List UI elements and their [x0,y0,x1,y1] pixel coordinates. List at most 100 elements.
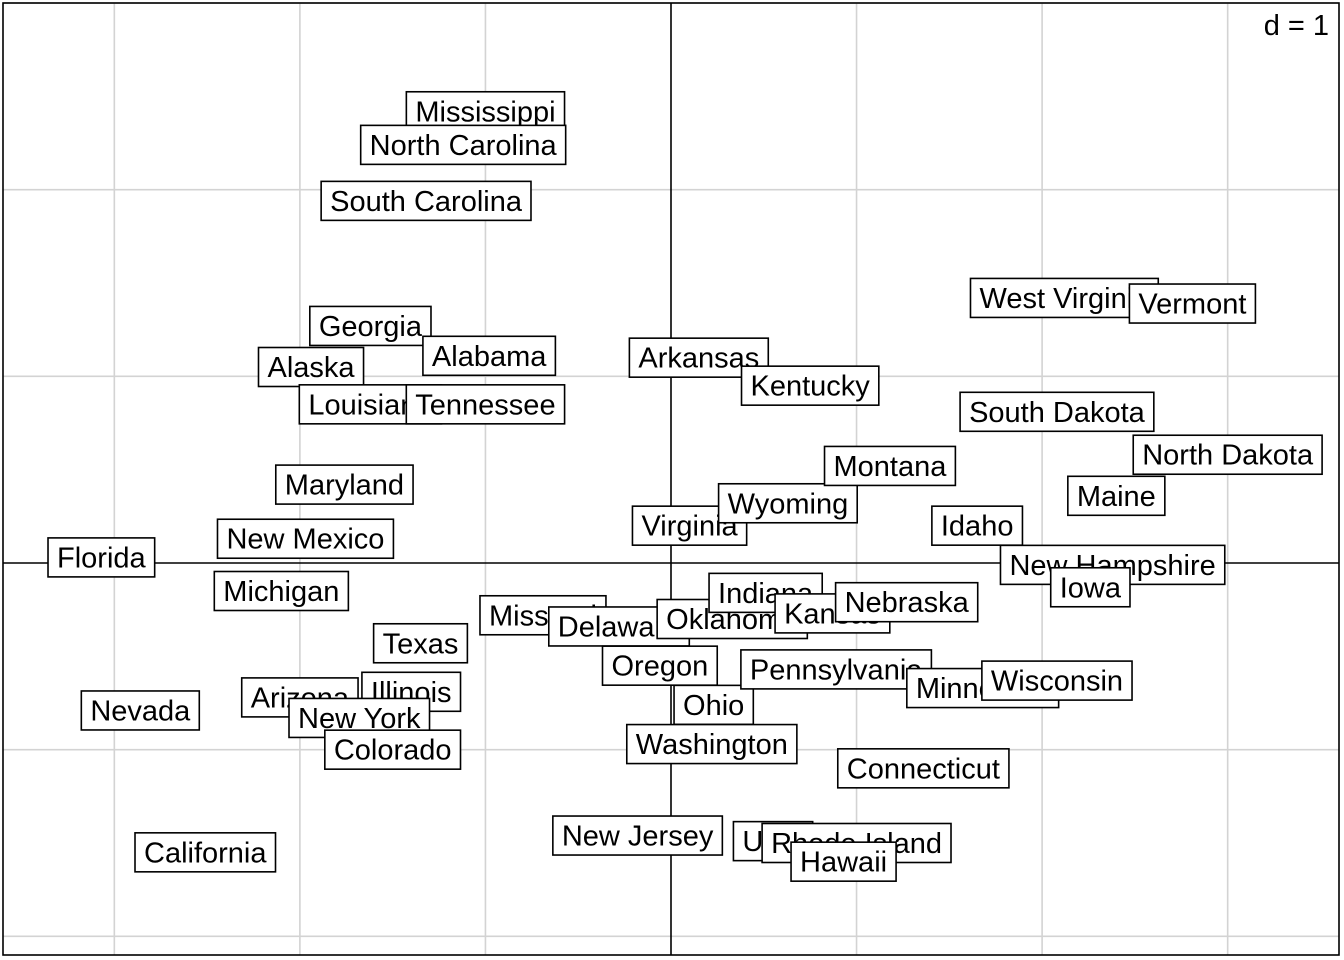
point-label-text: Michigan [223,576,339,608]
point-label-box [257,346,365,388]
point-label: Pennsylvania [740,649,933,690]
point-label-text: Pennsylvania [750,654,923,686]
point-label-box [216,518,395,560]
point-label: North Dakota [1132,434,1323,476]
point-label-box [405,90,566,132]
point-label-text: Wisconsin [991,666,1123,698]
point-label: California [134,832,277,873]
point-label-box [324,729,462,770]
point-label: Alabama [422,335,557,377]
point-label-box [836,748,1010,789]
point-label-box [320,180,532,222]
point-label-text: Wyoming [728,488,849,520]
point-label: Maine [1067,475,1166,517]
point-label: Alaska [257,346,365,388]
grid-scale-label: d = 1 [1264,10,1329,42]
point-label-box [625,723,798,765]
point-label: Michigan [213,570,350,612]
point-label-text: Hawaii [800,847,887,879]
point-label-text: New Jersey [562,821,714,853]
point-label: Colorado [324,729,462,770]
point-label-box [740,649,933,690]
point-label-box [1049,566,1131,608]
point-label: North Carolina [359,124,567,166]
point-label: Arkansas [628,337,770,378]
point-label-box [823,445,957,487]
point-label-text: Montana [834,451,948,483]
point-label: Idaho [931,505,1024,546]
point-label-text: Idaho [941,511,1014,543]
point-label-box [213,570,350,612]
point-label-text: Iowa [1060,572,1122,604]
point-label-text: California [144,837,267,869]
point-label-box [790,841,897,882]
point-label-box [80,690,201,731]
point-label: Vermont [1128,283,1257,324]
point-label-text: New Mexico [226,524,384,556]
point-label: Nevada [80,690,201,731]
point-label-box [717,482,859,524]
point-label: Wisconsin [981,660,1133,701]
point-label-box [1067,475,1166,517]
point-label-text: Nevada [90,695,191,727]
point-label-text: Nebraska [845,587,970,619]
point-label: Maryland [274,464,414,505]
point-label: Tennessee [405,384,566,425]
point-label: Florida [47,537,156,578]
point-label-box [834,581,979,623]
point-label-box [309,305,432,347]
point-label-box [1132,434,1323,476]
point-label-box [405,384,566,425]
point-label-text: Connecticut [847,753,1000,785]
point-label-text: Maryland [285,470,404,502]
point-label-text: Kentucky [751,371,871,403]
point-label-text: Tennessee [415,389,555,421]
point-label-box [959,391,1155,433]
point-label: Washington [625,723,798,765]
point-label-box [47,537,156,578]
point-label-text: Texas [383,628,459,660]
point-label-box [969,277,1160,319]
point-label-box [740,365,880,406]
point-label: Iowa [1049,566,1131,608]
point-label-box [359,124,567,166]
point-label: Hawaii [790,841,897,882]
point-label: Virginia [631,505,748,546]
point-label-text: Colorado [334,735,452,767]
point-label-box [628,337,770,378]
point-label-box [422,335,557,377]
point-label-box [981,660,1133,701]
point-label: Wyoming [717,482,859,524]
point-label-box [601,645,719,686]
point-label: Mississippi [405,90,566,132]
point-label: New Jersey [552,815,724,856]
point-label-text: Washington [636,729,788,761]
point-label: New Mexico [216,518,395,560]
point-label-text: Maine [1077,481,1156,513]
point-label: West Virginia [969,277,1160,319]
point-label-text: West Virginia [979,283,1150,315]
point-label-text: Mississippi [415,96,555,128]
point-label-box [274,464,414,505]
point-label: Texas [372,622,469,664]
point-label-text: South Dakota [969,397,1146,429]
point-label-text: Oregon [611,651,708,683]
point-label-text: Vermont [1138,289,1246,321]
point-label-text: Ohio [683,690,744,722]
point-label-text: Georgia [319,311,423,343]
point-label-text: South Carolina [330,186,523,218]
point-label-box [1128,283,1257,324]
point-label-text: North Dakota [1142,440,1314,472]
point-label-box [931,505,1024,546]
point-label-text: Alabama [432,341,547,373]
point-label: Ohio [673,684,755,726]
point-label-text: North Carolina [370,130,558,162]
point-label: South Carolina [320,180,532,222]
point-label-text: Arkansas [638,343,759,375]
point-label: Oregon [601,645,719,686]
point-label: Connecticut [836,748,1010,789]
point-label: Kentucky [740,365,880,406]
